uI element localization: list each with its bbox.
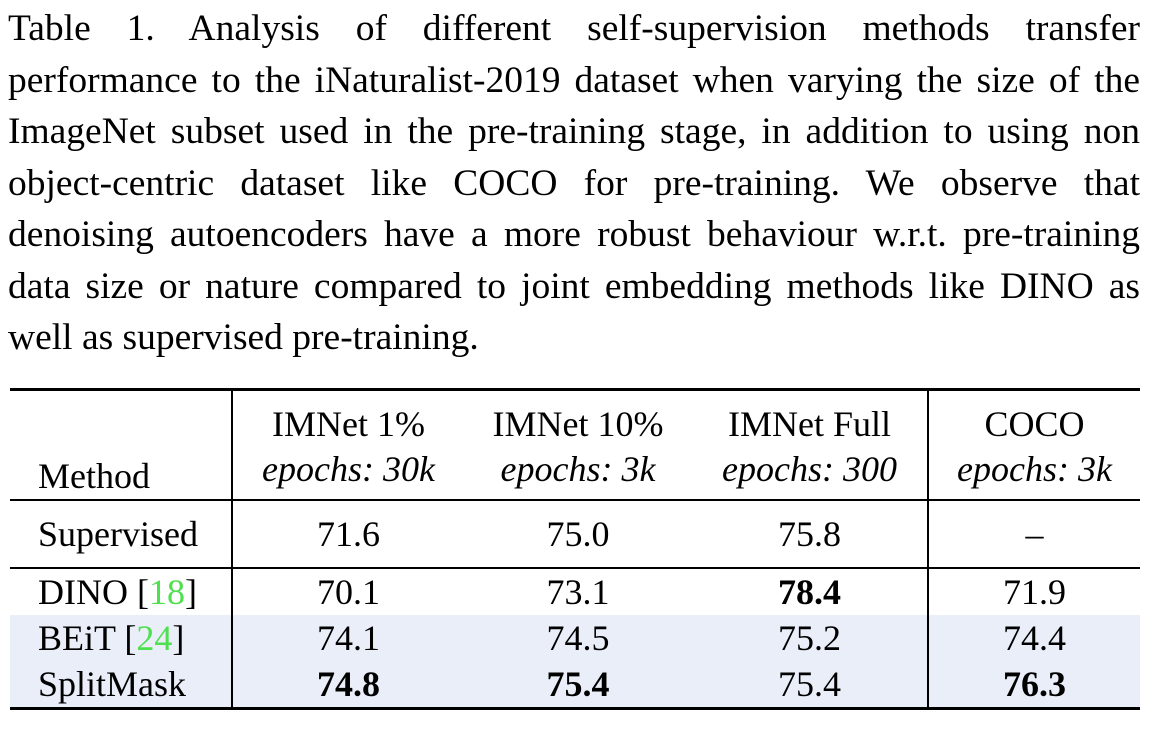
method-cell: SplitMask xyxy=(10,661,233,709)
value-cell: 75.2 xyxy=(692,615,929,661)
caption: Table 1. Analysis of different self-supe… xyxy=(8,8,1140,358)
value: – xyxy=(1025,514,1044,554)
value-cell: 70.1 xyxy=(232,568,464,615)
citation-open: [ xyxy=(124,618,137,658)
value-cell: 71.6 xyxy=(232,500,464,568)
column-header: IMNet Full epochs: 300 xyxy=(692,389,929,500)
method-cell: Supervised xyxy=(10,500,233,568)
value: 76.3 xyxy=(1003,664,1066,704)
value-cell: 74.4 xyxy=(928,615,1140,661)
citation-number[interactable]: 18 xyxy=(148,572,185,612)
value-cell: 71.9 xyxy=(928,568,1140,615)
value: 70.1 xyxy=(317,572,380,612)
value-cell: 75.4 xyxy=(692,661,929,709)
value-cell: 74.5 xyxy=(464,615,692,661)
results-table: Method IMNet 1% epochs: 30k IMNet 10% epoch… xyxy=(10,388,1140,710)
citation-open: [ xyxy=(136,572,149,612)
column-epochs: epochs: 30k xyxy=(262,449,435,489)
method-cell: BEiT [24] xyxy=(10,615,233,661)
citation-close: ] xyxy=(184,572,197,612)
value-cell: 75.8 xyxy=(692,500,929,568)
method-name: Supervised xyxy=(38,514,198,554)
column-epochs: epochs: 3k xyxy=(957,449,1112,489)
value: 74.4 xyxy=(1003,618,1066,658)
value: 78.4 xyxy=(778,572,841,612)
value: 71.9 xyxy=(1003,572,1066,612)
table-row: BEiT [24] 74.1 74.5 75.2 74.4 xyxy=(10,615,1140,661)
value: 75.4 xyxy=(778,664,841,704)
method-name: DINO xyxy=(38,572,128,612)
method-cell: DINO [18] xyxy=(10,568,233,615)
value: 75.2 xyxy=(778,618,841,658)
value: 74.1 xyxy=(317,618,380,658)
column-name: IMNet Full xyxy=(727,404,891,444)
value-cell: 76.3 xyxy=(928,661,1140,709)
method-header: Method xyxy=(10,389,233,500)
table-row: Supervised 71.6 75.0 75.8 – xyxy=(10,500,1140,568)
column-name: IMNet 10% xyxy=(492,404,664,444)
citation-close: ] xyxy=(172,618,185,658)
value-cell: 78.4 xyxy=(692,568,929,615)
value: 74.5 xyxy=(546,618,610,658)
table-row: DINO [18] 70.1 73.1 78.4 71.9 xyxy=(10,568,1140,615)
column-header: COCO epochs: 3k xyxy=(928,390,1140,501)
column-epochs: epochs: 3k xyxy=(500,449,656,489)
value-cell: – xyxy=(928,500,1140,568)
value-cell: 74.1 xyxy=(232,615,464,661)
value: 75.8 xyxy=(778,514,841,554)
column-header: IMNet 1% epochs: 30k xyxy=(232,390,464,501)
value-cell: 74.8 xyxy=(232,661,464,709)
column-header: IMNet 10% epochs: 3k xyxy=(464,390,692,501)
value-cell: 75.4 xyxy=(464,661,692,709)
value: 73.1 xyxy=(546,572,610,612)
value-cell: 73.1 xyxy=(464,568,692,615)
method-name: BEiT xyxy=(38,618,116,658)
value: 74.8 xyxy=(317,664,380,704)
citation-number[interactable]: 24 xyxy=(136,618,173,658)
value: 75.0 xyxy=(546,514,610,554)
header-row: Method IMNet 1% epochs: 30k IMNet 10% epoch… xyxy=(10,389,1140,501)
column-name: COCO xyxy=(984,404,1085,444)
value: 75.4 xyxy=(546,664,610,704)
value-cell: 75.0 xyxy=(464,500,692,568)
column-name: IMNet 1% xyxy=(272,404,425,444)
method-name: SplitMask xyxy=(38,664,187,704)
value: 71.6 xyxy=(317,514,380,554)
table-row: SplitMask 74.8 75.4 75.4 76.3 xyxy=(10,661,1140,709)
column-epochs: epochs: 300 xyxy=(722,449,897,489)
